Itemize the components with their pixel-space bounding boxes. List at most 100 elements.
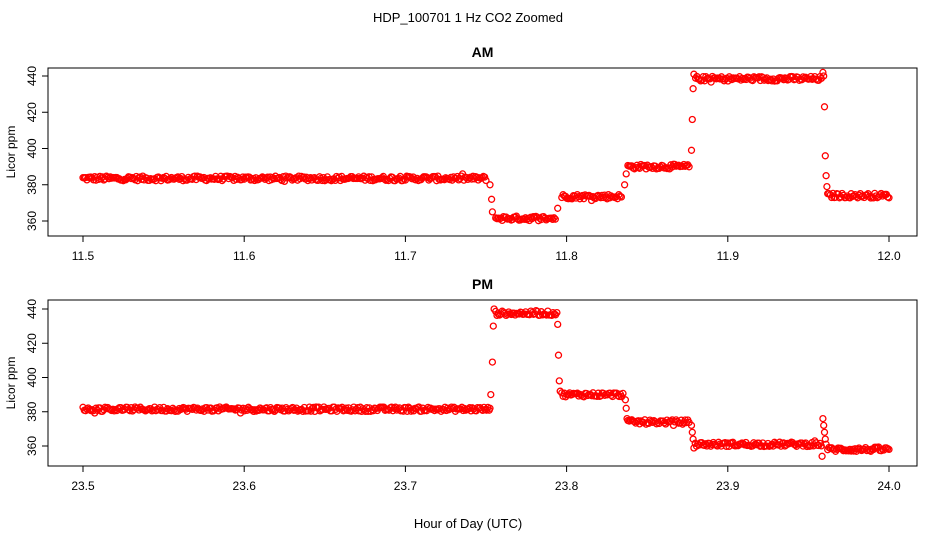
data-point [366, 176, 374, 185]
am-points [79, 68, 893, 225]
data-point [488, 208, 497, 216]
data-point [554, 351, 563, 359]
data-point [822, 440, 830, 448]
pm-xtick-label: 23.6 [233, 479, 257, 493]
data-point [380, 175, 389, 183]
data-point [309, 403, 318, 412]
data-point [820, 428, 829, 436]
pm-ytick-label: 360 [25, 436, 39, 456]
pm-ytick-label: 440 [25, 299, 39, 319]
data-point [689, 85, 697, 93]
data-point [493, 311, 501, 320]
am-title: AM [472, 44, 494, 60]
am-xtick-label: 11.9 [717, 249, 740, 263]
data-point [685, 163, 693, 171]
data-point [623, 414, 631, 423]
data-point [818, 452, 826, 460]
pm-ytick-label: 380 [25, 401, 39, 421]
data-point [481, 173, 489, 181]
data-point [249, 407, 258, 416]
data-point [689, 435, 697, 443]
am-ytick-label: 420 [25, 102, 39, 122]
data-point [551, 215, 559, 223]
data-point [556, 387, 564, 395]
data-point [490, 305, 498, 313]
am-ytick-label: 440 [25, 66, 39, 86]
am-xtick-label: 11.7 [394, 249, 417, 263]
data-point [842, 193, 850, 202]
am-xtick-label: 11.5 [72, 249, 95, 263]
pm-xtick-label: 23.8 [555, 479, 579, 493]
pm-xtick-label: 23.7 [394, 479, 418, 493]
pm-title: PM [472, 276, 493, 292]
data-point [885, 194, 893, 202]
pm-xtick-label: 23.9 [716, 479, 740, 493]
data-point [482, 176, 490, 185]
data-point [619, 389, 627, 398]
am-ylabel: Licor ppm [4, 126, 18, 179]
data-point [542, 311, 551, 319]
am-xtick-label: 11.6 [233, 249, 256, 263]
am-ytick-label: 400 [25, 138, 39, 158]
data-point [487, 390, 495, 399]
data-point [688, 428, 696, 436]
data-point [621, 396, 630, 404]
data-point [553, 308, 561, 317]
pm-panel: PM Licor ppm 23.5 23.6 23.7 23.8 23.9 24.0 360 38… [4, 276, 918, 493]
data-point [821, 435, 829, 443]
data-point [690, 70, 698, 78]
data-point [106, 405, 114, 414]
pm-ylabel: Licor ppm [4, 357, 18, 410]
data-point [820, 72, 828, 80]
data-point [547, 214, 556, 222]
pm-xtick-label: 23.5 [71, 479, 95, 493]
data-point [488, 358, 497, 366]
data-point [191, 172, 199, 180]
data-point [555, 377, 563, 385]
data-point [175, 404, 183, 413]
pm-ytick-label: 400 [25, 367, 39, 387]
am-ytick-label: 380 [25, 174, 39, 194]
data-point [550, 214, 558, 222]
data-point [844, 447, 853, 455]
data-point [828, 193, 836, 202]
am-ytick-label: 360 [25, 211, 39, 231]
data-point [755, 73, 763, 81]
figure-suptitle: HDP_100701 1 Hz CO2 Zoomed [373, 10, 563, 25]
data-point [299, 407, 307, 416]
data-point [486, 404, 494, 412]
am-plot-frame [47, 67, 918, 237]
data-point [554, 320, 562, 329]
data-point [819, 414, 827, 423]
data-point [622, 404, 630, 412]
figure-xlabel: Hour of Day (UTC) [414, 516, 522, 531]
data-point [487, 195, 496, 203]
data-point [823, 182, 831, 191]
data-point [554, 204, 562, 212]
data-point [687, 421, 696, 430]
data-point [821, 152, 829, 160]
data-point [364, 407, 372, 416]
data-point [687, 146, 696, 154]
data-point [312, 403, 320, 411]
data-point [402, 403, 410, 412]
pm-plot-frame [47, 299, 918, 467]
data-point [489, 322, 497, 330]
data-point [617, 193, 626, 201]
data-point [486, 181, 494, 189]
data-point [885, 445, 893, 454]
data-point [822, 172, 830, 180]
am-panel: AM Licor ppm 11.5 11.6 11.7 11.8 11.9 12.0 360 38… [4, 44, 918, 263]
data-point [820, 103, 829, 111]
data-point [166, 175, 174, 183]
data-point [724, 439, 732, 447]
data-point [326, 176, 334, 184]
data-point [549, 215, 557, 224]
data-point [846, 445, 854, 454]
pm-xtick-label: 24.0 [877, 479, 901, 493]
data-point [205, 175, 213, 183]
data-point [620, 181, 629, 189]
pm-ytick-label: 420 [25, 333, 39, 353]
pm-points [79, 305, 893, 460]
